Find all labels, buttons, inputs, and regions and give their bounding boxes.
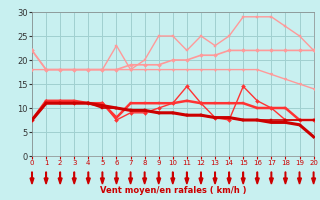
X-axis label: Vent moyen/en rafales ( km/h ): Vent moyen/en rafales ( km/h ) <box>100 186 246 195</box>
